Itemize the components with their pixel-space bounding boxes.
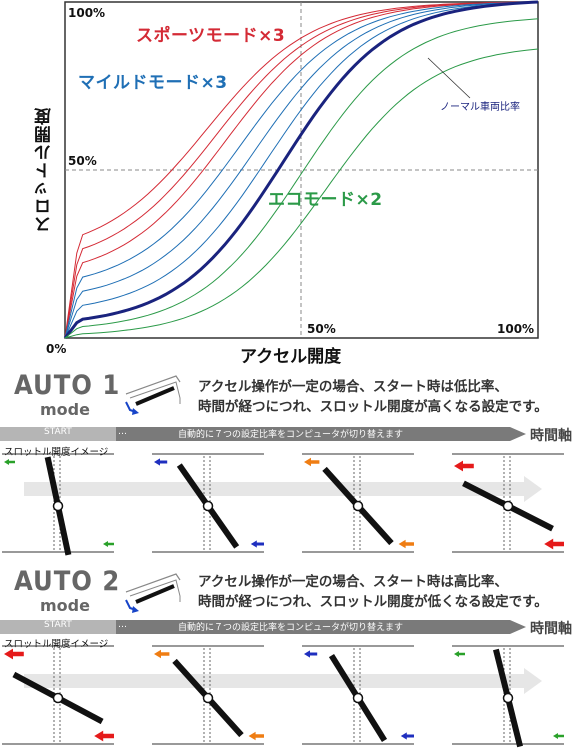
flow-arrow-icon bbox=[154, 458, 168, 466]
eco-curve-2 bbox=[64, 48, 539, 339]
flow-arrow-icon bbox=[154, 649, 170, 659]
throttle-pivot bbox=[52, 692, 64, 704]
auto1-start-label: START bbox=[44, 427, 72, 437]
auto1-sub-label: スロットル開度イメージ bbox=[4, 447, 109, 458]
flow-arrow-icon bbox=[400, 732, 414, 740]
mild-mode-label: マイルドモード×3 bbox=[78, 73, 228, 93]
auto2-sub-label: スロットル開度イメージ bbox=[4, 639, 109, 650]
normal-note: ノーマル車両比率 bbox=[440, 102, 520, 113]
auto2-desc-line1: アクセル操作が一定の場合、スタート時は高比率、 bbox=[198, 574, 508, 590]
sport-curve-3 bbox=[64, 1, 539, 339]
flow-arrow-icon bbox=[4, 648, 24, 660]
mild-curve-2 bbox=[64, 1, 539, 339]
tick-y-100: 100% bbox=[68, 6, 106, 20]
auto2-panel-1 bbox=[2, 645, 114, 745]
flow-arrow-icon bbox=[248, 731, 264, 741]
auto2-panel-3 bbox=[302, 645, 414, 745]
auto1-panel-4 bbox=[452, 453, 564, 553]
auto2-progress-arrow bbox=[524, 668, 542, 694]
throttle-pivot bbox=[52, 500, 64, 512]
tick-y-50: 50% bbox=[68, 154, 97, 168]
flow-arrow-icon bbox=[398, 539, 414, 549]
tick-x-100: 100% bbox=[497, 322, 535, 336]
auto1-desc-line2: 時間が経つにつれ、スロットル開度が高くなる設定です。 bbox=[198, 399, 548, 415]
auto2-panel-2 bbox=[152, 645, 264, 745]
normal-note-leader bbox=[427, 57, 471, 99]
auto2-panel-4 bbox=[452, 645, 564, 748]
x-axis-title: アクセル開度 bbox=[240, 347, 342, 367]
eco-mode-label: エコモード×2 bbox=[268, 190, 383, 210]
sport-curve-2 bbox=[64, 1, 539, 339]
flow-arrow-icon bbox=[304, 650, 318, 658]
auto1-title: AUTO 1 bbox=[14, 370, 121, 401]
flow-arrow-icon bbox=[454, 651, 465, 657]
throttle-pivot bbox=[202, 692, 214, 704]
flow-arrow-icon bbox=[544, 538, 564, 550]
auto2-progress-band bbox=[24, 674, 524, 688]
flow-arrow-icon bbox=[304, 457, 320, 467]
auto2-dots: … bbox=[118, 620, 127, 630]
flow-arrow-icon bbox=[553, 733, 564, 739]
auto1-panel-3 bbox=[302, 453, 414, 553]
mild-curve-3 bbox=[64, 1, 539, 339]
auto2-bar-text: 自動的に７つの設定比率をコンピュータが切り替えます bbox=[178, 623, 404, 633]
throttle-chart bbox=[63, 0, 539, 339]
auto1-time-bar bbox=[0, 427, 526, 441]
auto2-panels bbox=[2, 645, 564, 748]
auto1-progress-arrow bbox=[524, 476, 542, 502]
flow-arrow-icon bbox=[4, 459, 15, 465]
auto2-pedal-icon bbox=[125, 573, 181, 613]
auto1-dots: … bbox=[118, 427, 127, 437]
auto2-desc-line2: 時間が経つにつれ、スロットル開度が低くなる設定です。 bbox=[198, 594, 548, 610]
auto2-time-axis-label: 時間軸 bbox=[530, 621, 572, 637]
throttle-pivot bbox=[502, 500, 514, 512]
auto1-panel-2 bbox=[152, 453, 264, 553]
auto2-title: AUTO 2 bbox=[14, 566, 121, 597]
flow-arrow-icon bbox=[94, 730, 114, 742]
auto2-start-label: START bbox=[44, 620, 72, 630]
throttle-pivot bbox=[502, 692, 514, 704]
auto1-panel-1 bbox=[2, 453, 114, 556]
throttle-pivot bbox=[352, 500, 364, 512]
auto1-panels bbox=[2, 453, 564, 556]
eco-curve-1 bbox=[64, 18, 539, 339]
mild-curve-1 bbox=[64, 1, 539, 339]
throttle-pivot bbox=[202, 500, 214, 512]
auto2-time-bar bbox=[0, 620, 526, 634]
auto1-mode: mode bbox=[40, 400, 90, 419]
auto1-pedal-icon bbox=[125, 375, 181, 415]
flow-arrow-icon bbox=[103, 541, 114, 547]
y-axis-title: スロットル開度 bbox=[35, 107, 55, 233]
flow-arrow-icon bbox=[454, 460, 474, 472]
sport-mode-label: スポーツモード×3 bbox=[136, 26, 286, 46]
auto1-time-axis-label: 時間軸 bbox=[530, 428, 572, 444]
auto1-progress-band bbox=[24, 482, 524, 496]
auto1-desc-line1: アクセル操作が一定の場合、スタート時は低比率、 bbox=[198, 379, 508, 395]
flow-arrow-icon bbox=[250, 540, 264, 548]
auto1-bar-text: 自動的に７つの設定比率をコンピュータが切り替えます bbox=[178, 430, 404, 440]
curve-group bbox=[63, 0, 539, 339]
normal-curve bbox=[63, 0, 539, 339]
tick-origin: 0% bbox=[46, 342, 67, 356]
auto2-mode: mode bbox=[40, 596, 90, 615]
tick-x-50: 50% bbox=[307, 322, 336, 336]
throttle-pivot bbox=[352, 692, 364, 704]
